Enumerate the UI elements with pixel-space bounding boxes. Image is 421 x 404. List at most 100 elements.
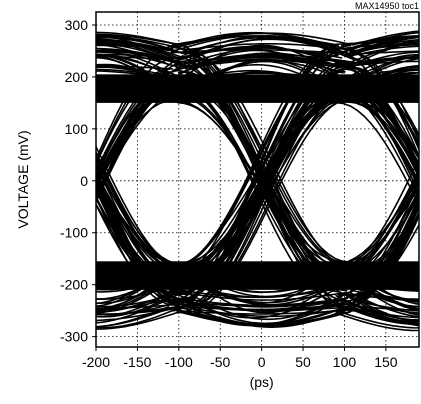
eye-trace: [351, 54, 419, 83]
eye-trace: [342, 195, 419, 274]
y-tick-label: 100: [65, 121, 89, 137]
eye-trace: [347, 276, 419, 316]
eye-trace: [343, 169, 419, 264]
eye-trace: [96, 38, 177, 53]
eye-level-band: [96, 261, 419, 290]
eye-trace: [96, 278, 172, 313]
eye-trace: [96, 305, 178, 316]
eye-trace: [335, 312, 419, 332]
eye-trace: [96, 90, 173, 184]
eye-trace: [348, 36, 419, 55]
x-tick-label: -50: [210, 354, 230, 370]
eye-trace: [348, 57, 419, 87]
eye-trace: [96, 44, 178, 161]
y-tick-label: -300: [60, 329, 88, 345]
eye-trace: [353, 303, 419, 323]
eye-trace: [96, 304, 185, 329]
eye-trace: [176, 299, 343, 311]
eye-trace: [96, 308, 173, 322]
eye-trace: [96, 99, 174, 190]
eye-trace: [175, 32, 342, 49]
eye-trace: [184, 92, 350, 266]
eye-trace: [336, 101, 419, 207]
eye-trace: [96, 279, 173, 315]
eye-level-band: [96, 74, 419, 103]
eye-trace: [345, 35, 419, 56]
eye-trace: [349, 307, 419, 324]
x-tick-label: 0: [258, 354, 266, 370]
y-tick-label: 200: [65, 69, 89, 85]
x-axis-label: (ps): [250, 374, 274, 390]
eye-trace: [96, 65, 174, 70]
eye-trace: [342, 181, 419, 267]
eye-trace: [350, 274, 419, 310]
eye-traces: [96, 30, 419, 332]
eye-trace: [96, 43, 170, 66]
eye-trace: [350, 289, 419, 303]
eye-trace: [174, 55, 341, 67]
plot-frame: [95, 11, 420, 348]
eye-trace: [96, 42, 177, 62]
x-tick-label: -200: [82, 354, 110, 370]
eye-trace: [96, 305, 170, 328]
eye-trace: [345, 89, 419, 179]
x-axis-ticks: -200 -150 -100 -50 0 50 100 150: [82, 347, 398, 370]
eye-trace: [96, 88, 177, 188]
eye-trace: [352, 299, 419, 312]
eye-trace: [347, 41, 419, 56]
eye-trace: [345, 45, 419, 58]
eye-trace: [96, 53, 170, 74]
eye-trace: [336, 53, 419, 84]
eye-trace: [341, 55, 419, 85]
eye-trace: [181, 36, 349, 54]
eye-trace: [353, 31, 419, 48]
eye-trace: [96, 144, 186, 270]
eye-trace: [96, 160, 182, 271]
eye-trace: [349, 55, 419, 68]
eye-trace: [186, 38, 353, 59]
eye-trace: [172, 288, 339, 299]
x-tick-label: 50: [295, 354, 311, 370]
eye-trace: [336, 302, 419, 311]
eye-trace: [340, 170, 419, 275]
eye-trace: [96, 281, 186, 301]
eye-trace: [182, 295, 349, 325]
eye-trace: [96, 31, 178, 46]
y-tick-label: -200: [60, 277, 88, 293]
eye-trace: [348, 101, 419, 184]
eye-trace: [96, 272, 175, 310]
eye-trace: [351, 50, 419, 56]
eye-trace: [186, 97, 353, 313]
eye-trace: [174, 308, 341, 326]
eye-trace: [334, 302, 419, 326]
eye-trace: [96, 268, 174, 312]
eye-trace: [338, 90, 419, 190]
eye-trace: [96, 298, 189, 316]
eye-trace: [96, 34, 183, 54]
eye-trace: [96, 150, 181, 266]
eye-trace: [187, 306, 354, 318]
eye-trace: [96, 179, 177, 264]
eye-trace: [170, 49, 336, 54]
eye-trace: [96, 306, 172, 328]
eye-trace: [350, 295, 419, 324]
eye-trace: [349, 40, 419, 64]
y-tick-label: 0: [80, 173, 88, 189]
eye-trace: [342, 47, 419, 158]
eye-trace: [96, 175, 179, 278]
eye-trace: [353, 92, 419, 160]
x-tick-label: -100: [165, 354, 193, 370]
eye-trace: [350, 38, 419, 54]
eye-trace: [337, 60, 419, 69]
eye-trace: [96, 44, 174, 50]
eye-trace: [96, 33, 176, 45]
y-tick-label: 300: [65, 17, 89, 33]
eye-trace: [337, 310, 419, 329]
eye-trace: [353, 97, 419, 161]
eye-trace: [181, 291, 348, 301]
y-axis-ticks: 300 200 100 0 -100 -200 -300: [60, 17, 96, 345]
eye-trace: [343, 173, 419, 270]
eye-trace: [338, 35, 419, 55]
eye-trace: [96, 47, 174, 60]
